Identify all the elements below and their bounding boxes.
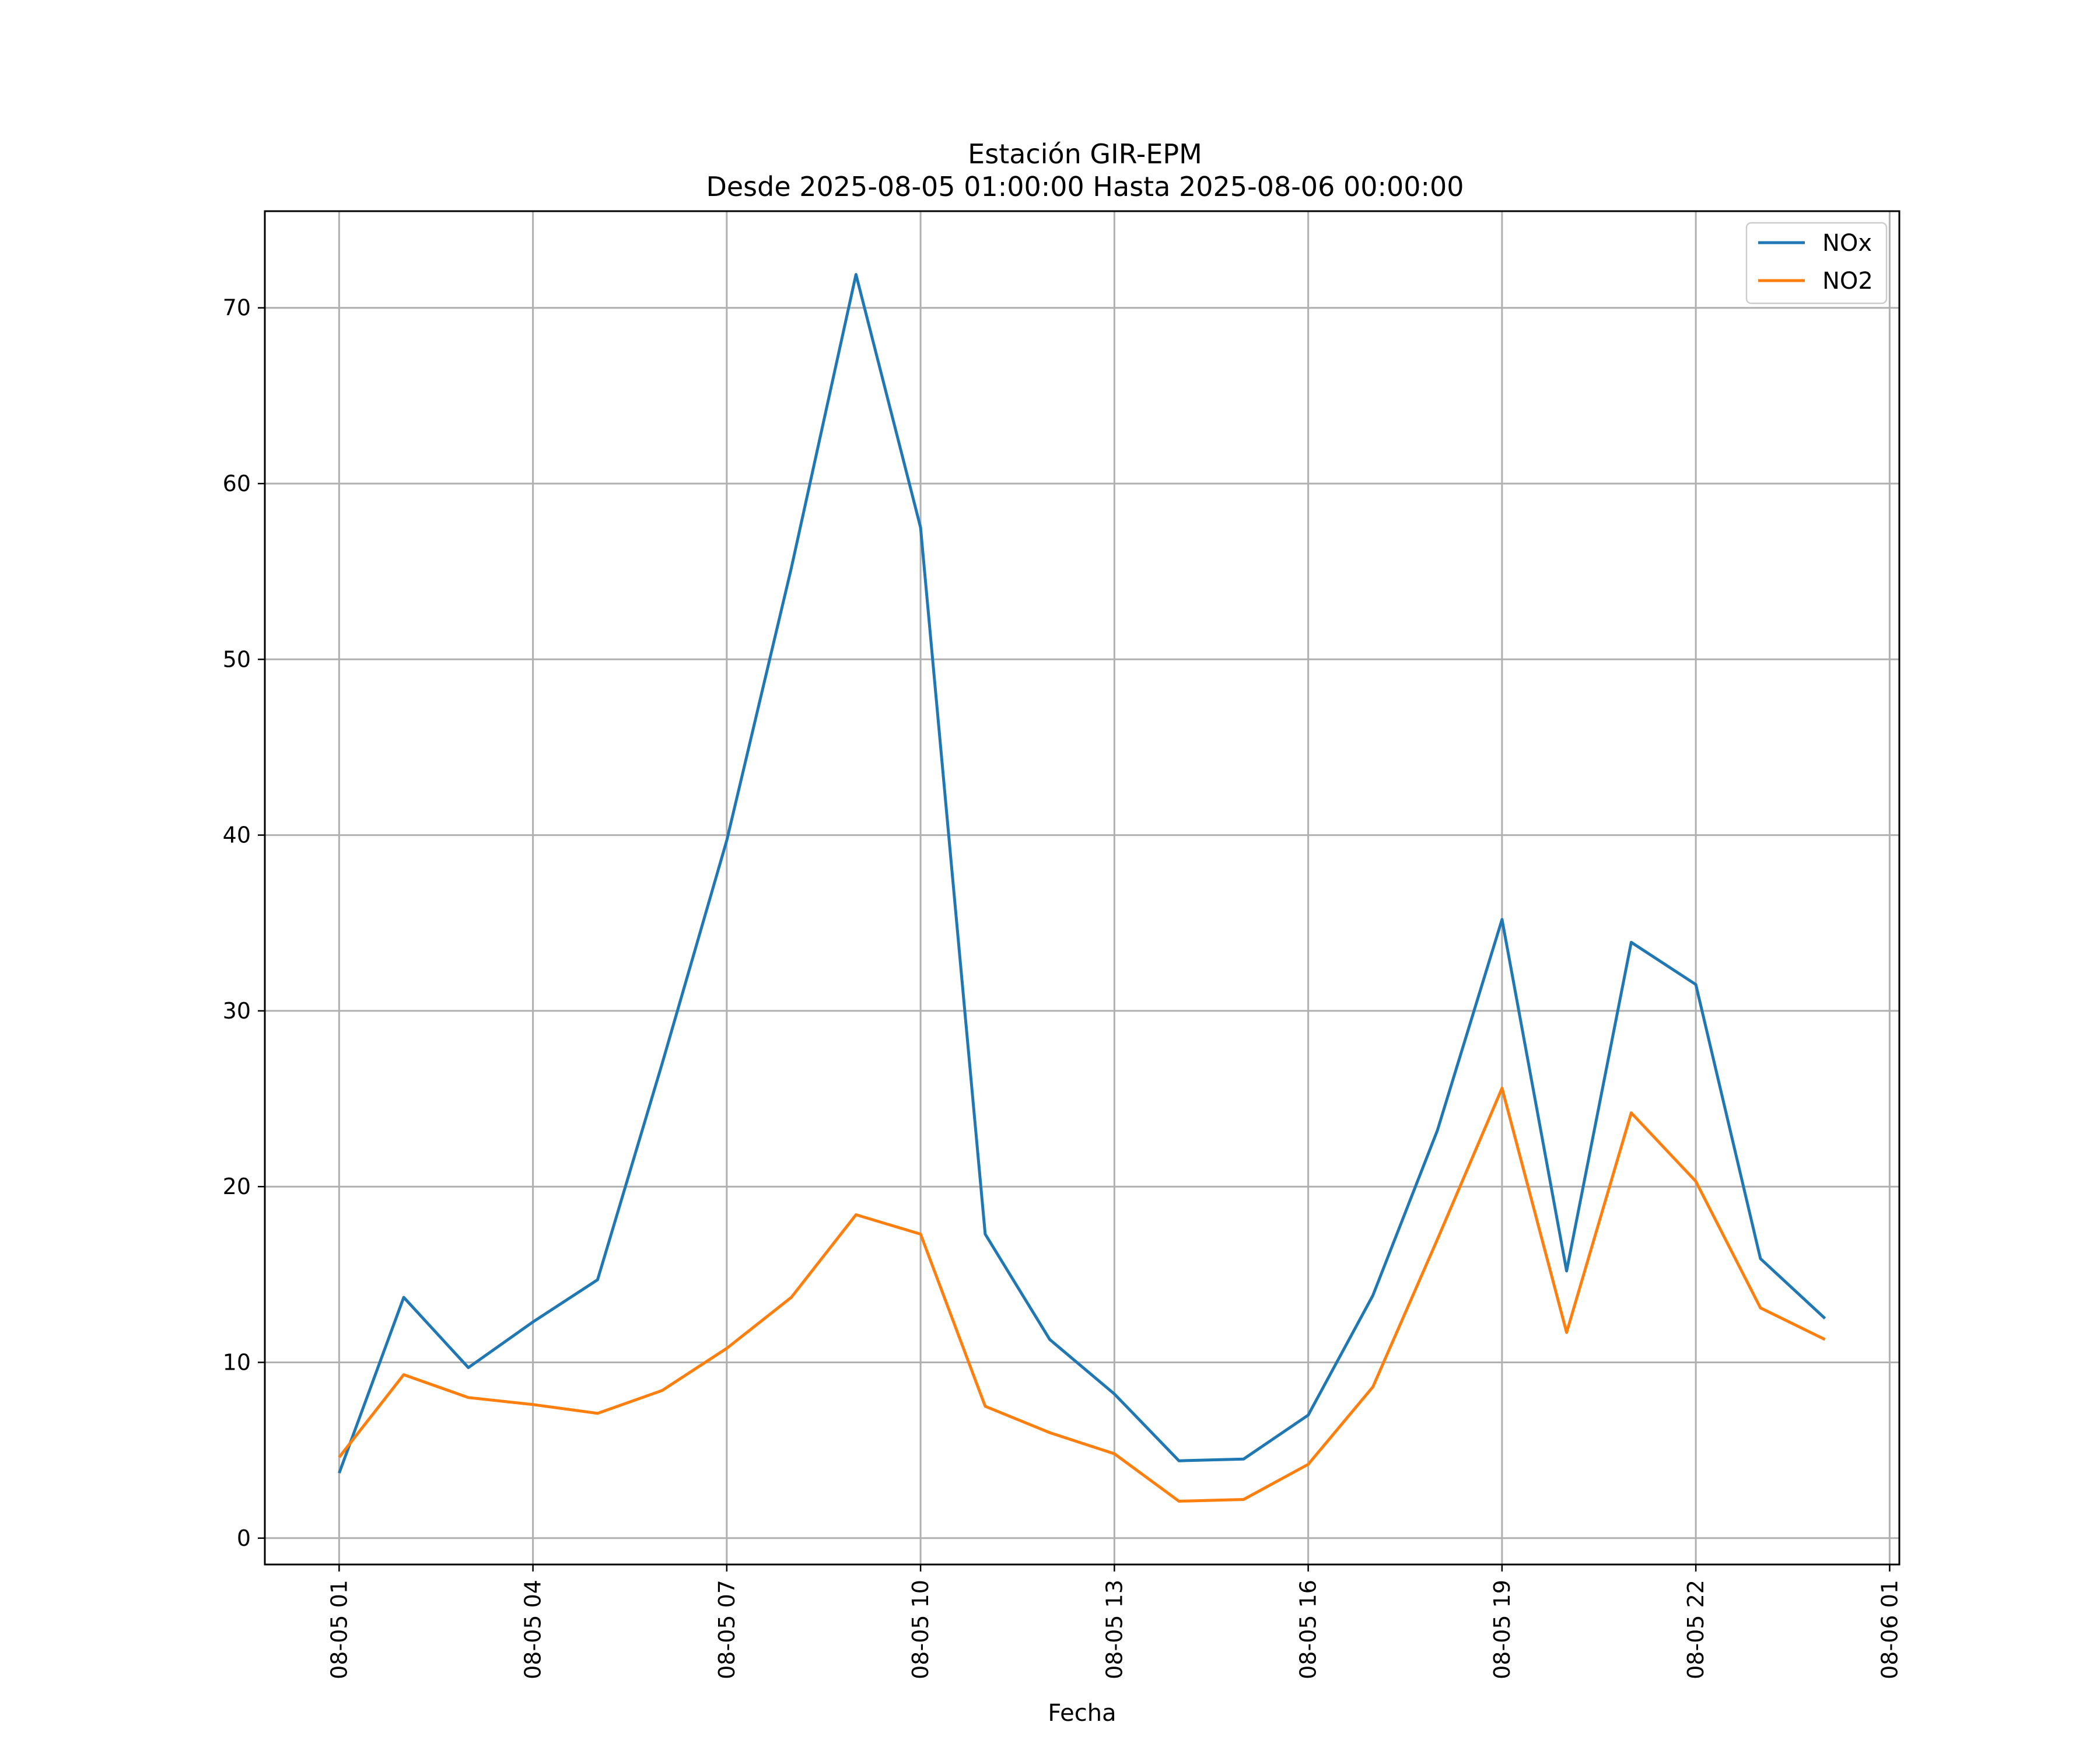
x-tick-label-08-05-07: 08-05 07	[714, 1580, 740, 1679]
x-tick-label-08-05-10: 08-05 10	[908, 1580, 933, 1679]
x-tick-label-08-05-22: 08-05 22	[1683, 1580, 1709, 1679]
x-tick-label-08-05-13: 08-05 13	[1101, 1580, 1127, 1679]
y-tick-label-10: 10	[223, 1350, 251, 1376]
grid	[265, 211, 1899, 1564]
y-tick-label-40: 40	[223, 822, 251, 848]
x-tick-label-08-05-19: 08-05 19	[1489, 1580, 1515, 1679]
y-tick-label-30: 30	[223, 998, 251, 1024]
legend-label-nox: NOx	[1822, 230, 1872, 257]
axis-ticks: 08-05 01 08-05 04 08-05 07 08-05 10 08-05 13…	[223, 295, 1903, 1679]
legend-label-no2: NO2	[1822, 268, 1873, 295]
y-tick-label-0: 0	[237, 1525, 251, 1551]
chart-title: Estación GIR-EPM	[968, 138, 1202, 170]
x-tick-label-08-05-04: 08-05 04	[520, 1580, 546, 1679]
plot-frame	[264, 210, 1901, 1566]
x-axis-label: Fecha	[1048, 1700, 1116, 1727]
series-lines	[338, 273, 1826, 1503]
series-line-no2	[338, 1087, 1826, 1503]
legend: NOx NO2	[1745, 222, 1888, 304]
y-tick-label-50: 50	[223, 646, 251, 672]
series-line-nox	[338, 273, 1826, 1474]
x-tick-label-08-05-16: 08-05 16	[1296, 1580, 1321, 1679]
chart-subtitle: Desde 2025-08-05 01:00:00 Hasta 2025-08-…	[706, 171, 1464, 202]
y-tick-label-70: 70	[223, 295, 251, 321]
y-tick-label-20: 20	[223, 1174, 251, 1199]
x-tick-label-08-06-01: 08-06 01	[1877, 1580, 1902, 1679]
y-tick-label-60: 60	[223, 471, 251, 496]
x-tick-label-08-05-01: 08-05 01	[326, 1580, 352, 1679]
